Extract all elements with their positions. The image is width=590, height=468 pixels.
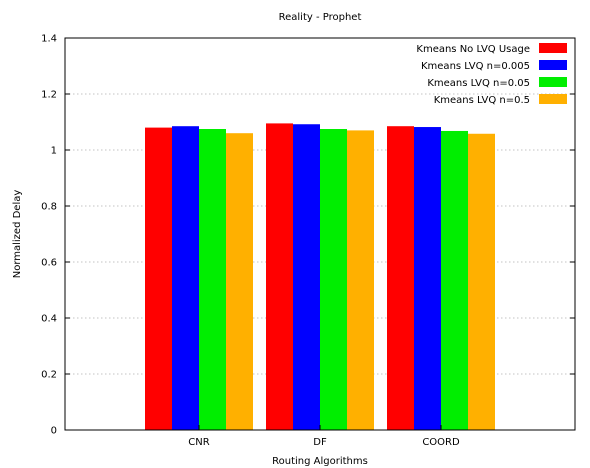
legend: Kmeans No LVQ Usage Kmeans LVQ n=0.005 Kme… <box>416 43 567 106</box>
x-tick-label: DF <box>313 437 327 448</box>
bar <box>199 129 226 430</box>
legend-swatch <box>539 43 567 53</box>
legend-label: Kmeans LVQ n=0.005 <box>421 61 530 72</box>
bar <box>468 133 495 430</box>
bar <box>347 130 374 430</box>
y-tick-label: 0.2 <box>41 370 57 381</box>
x-axis: CNR DF COORD <box>188 425 460 448</box>
y-tick-label: 0 <box>51 426 57 437</box>
bar <box>320 129 347 430</box>
x-axis-label: Routing Algorithms <box>272 456 368 467</box>
bars-group <box>145 123 495 431</box>
bar <box>266 123 293 431</box>
legend-swatch <box>539 94 567 104</box>
bar <box>172 126 199 430</box>
bar <box>145 127 172 430</box>
x-tick-label: COORD <box>422 437 460 448</box>
y-tick-label: 0.4 <box>41 314 57 325</box>
chart-title: Reality - Prophet <box>279 12 362 23</box>
legend-label: Kmeans No LVQ Usage <box>416 44 530 55</box>
y-tick-label: 1.2 <box>41 90 57 101</box>
y-tick-label: 0.8 <box>41 202 57 213</box>
y-tick-label: 0.6 <box>41 258 57 269</box>
legend-label: Kmeans LVQ n=0.5 <box>434 95 530 106</box>
bar <box>293 124 320 431</box>
x-tick-label: CNR <box>188 437 209 448</box>
legend-label: Kmeans LVQ n=0.05 <box>427 78 530 89</box>
y-tick-label: 1 <box>51 146 57 157</box>
y-axis-label: Normalized Delay <box>12 190 23 279</box>
bar <box>387 126 414 430</box>
legend-swatch <box>539 77 567 87</box>
y-axis: 0 0.2 0.4 0.6 0.8 1 1.2 1.4 <box>41 34 575 437</box>
legend-swatch <box>539 60 567 70</box>
bar <box>226 133 253 430</box>
bar <box>414 127 441 430</box>
y-tick-label: 1.4 <box>41 34 57 45</box>
bar <box>441 130 468 430</box>
